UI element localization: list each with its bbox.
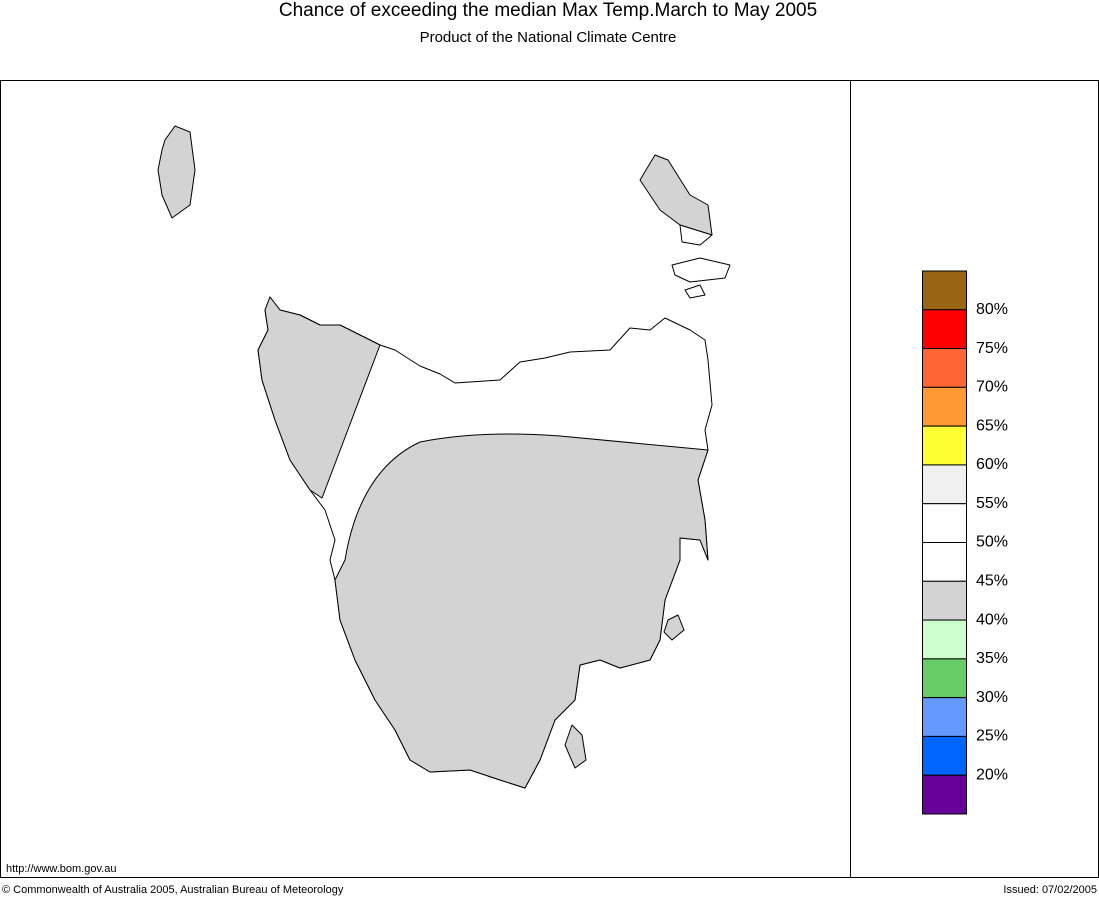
legend-label: 65% — [976, 417, 1008, 434]
legend-label: 80% — [976, 301, 1008, 318]
legend-swatch — [922, 580, 967, 621]
legend-frame — [850, 80, 1099, 878]
clarke-island — [684, 284, 706, 299]
subtitle: Product of the National Climate Centre — [420, 29, 677, 46]
title: Chance of exceeding the median Max Temp.… — [279, 0, 817, 21]
copyright: © Commonwealth of Australia 2005, Austra… — [2, 884, 344, 896]
legend-swatch — [922, 503, 967, 544]
legend-label: 70% — [976, 379, 1008, 396]
west-region — [257, 296, 381, 499]
legend-swatch — [922, 619, 967, 660]
legend-swatch — [922, 735, 967, 776]
flinders-south — [679, 224, 713, 246]
legend-swatch — [922, 270, 967, 311]
legend-label: 45% — [976, 573, 1008, 590]
legend-swatch — [922, 658, 967, 699]
flinders-island — [639, 154, 713, 236]
legend-swatch — [922, 697, 967, 737]
legend: 80% 75% 70% 65% 60% 55% 50% 45% 40% 35% 30% 25% 20% — [922, 270, 1008, 815]
legend-label: 40% — [976, 611, 1008, 628]
url: http://www.bom.gov.au — [6, 863, 116, 875]
legend-label: 20% — [976, 766, 1008, 783]
legend-swatch — [922, 464, 967, 505]
legend-label: 75% — [976, 340, 1008, 357]
legend-swatch — [922, 774, 967, 815]
legend-label: 55% — [976, 495, 1008, 512]
king-island — [157, 125, 196, 219]
legend-swatch — [922, 348, 967, 388]
maria-island — [663, 614, 685, 641]
legend-label: 50% — [976, 534, 1008, 551]
cape-barren-island — [671, 257, 731, 283]
issued-date: Issued: 07/02/2005 — [1003, 884, 1097, 896]
legend-label: 35% — [976, 650, 1008, 667]
bruny-island — [564, 724, 587, 769]
south-region — [334, 433, 709, 789]
legend-label: 25% — [976, 728, 1008, 745]
legend-label: 30% — [976, 689, 1008, 706]
legend-swatch — [922, 425, 967, 466]
legend-label: 60% — [976, 456, 1008, 473]
legend-swatch — [922, 542, 967, 582]
legend-swatch — [922, 309, 967, 350]
map — [157, 125, 731, 789]
legend-swatch — [922, 386, 967, 427]
